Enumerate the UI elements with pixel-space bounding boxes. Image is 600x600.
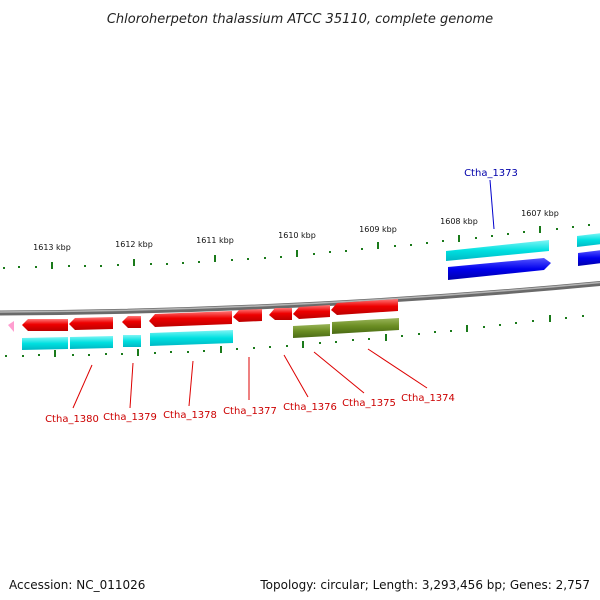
genome-backbone-highlight: [0, 281, 600, 313]
scale-label-1609kbp: 1609 kbp: [359, 225, 397, 234]
gene-ctha-1373-cds[interactable]: [448, 258, 551, 280]
accession-label: Accession: NC_011026: [9, 578, 146, 592]
upper-tick-ring: [3, 224, 590, 269]
leader-ctha-1378: [188, 360, 194, 407]
gene-ctha-1373-track[interactable]: [446, 240, 549, 261]
gene-label-ctha-1378[interactable]: Ctha_1378: [163, 410, 217, 421]
gene-ctha-1375-alt[interactable]: [293, 324, 330, 338]
scale-label-1613kbp: 1613 kbp: [33, 243, 71, 252]
leader-ctha-1373: [489, 179, 495, 230]
topology-label: Topology: circular; Length: 3,293,456 bp…: [260, 578, 590, 592]
leader-ctha-1376: [283, 354, 309, 398]
scale-label-1608kbp: 1608 kbp: [440, 217, 478, 226]
gene-label-ctha-1379[interactable]: Ctha_1379: [103, 412, 157, 423]
gene-label-ctha-1376[interactable]: Ctha_1376: [283, 402, 337, 413]
gene-ctha-1380-cds[interactable]: [22, 319, 68, 331]
leader-ctha-1374: [367, 348, 428, 389]
gene-marker-left[interactable]: [8, 321, 14, 332]
gene-ctha-1378-cds-b[interactable]: [149, 311, 232, 327]
gene-label-ctha-1380[interactable]: Ctha_1380: [45, 414, 99, 425]
gene-ctha-1378-track-b[interactable]: [150, 330, 233, 346]
gene-label-ctha-1375[interactable]: Ctha_1375: [342, 398, 396, 409]
map-title: Chloroherpeton thalassium ATCC 35110, co…: [107, 12, 493, 27]
leader-ctha-1379: [129, 362, 134, 409]
gene-ctha-1374-cds[interactable]: [331, 299, 398, 315]
gene-ctha-1379-track[interactable]: [70, 336, 113, 349]
scale-label-1612kbp: 1612 kbp: [115, 240, 153, 249]
leader-lines: [72, 179, 495, 409]
gene-ctha-1378-cds-a[interactable]: [122, 316, 141, 328]
gene-ctha-1376-cds[interactable]: [269, 308, 292, 320]
scale-label-1610kbp: 1610 kbp: [278, 231, 316, 240]
scale-label-1607kbp: 1607 kbp: [521, 209, 559, 218]
leader-ctha-1375: [313, 351, 365, 394]
gene-next-track[interactable]: [577, 233, 600, 247]
genome-backbone: [0, 280, 600, 316]
gene-ctha-1378-track-a[interactable]: [123, 335, 141, 347]
scale-label-1611kbp: 1611 kbp: [196, 236, 234, 245]
gene-ctha-1380-track[interactable]: [22, 337, 68, 350]
gene-next-cds[interactable]: [578, 250, 600, 266]
gene-label-ctha-1373[interactable]: Ctha_1373: [464, 168, 518, 179]
gene-ctha-1379-cds[interactable]: [69, 317, 113, 330]
gene-label-ctha-1377[interactable]: Ctha_1377: [223, 406, 277, 417]
gene-ctha-1377-cds[interactable]: [233, 309, 262, 322]
gene-ctha-1374-alt[interactable]: [332, 318, 399, 334]
gene-ctha-1375-cds[interactable]: [293, 305, 330, 319]
gene-label-ctha-1374[interactable]: Ctha_1374: [401, 393, 455, 404]
lower-tick-ring: [5, 315, 584, 357]
leader-ctha-1380: [72, 364, 93, 409]
